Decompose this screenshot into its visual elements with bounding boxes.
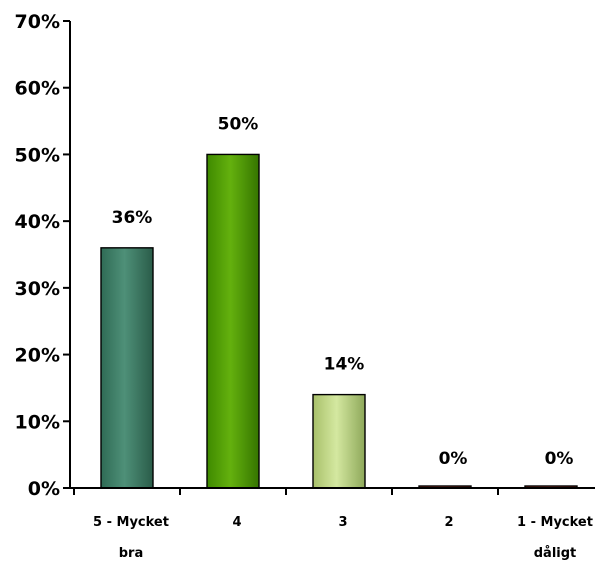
x-tick-label: 5 - Mycket [93, 515, 169, 530]
labels-layer: 36% 50% 14% 0% 0% 0% 10% 20% 30% 40% 50% 60% 70% 5 - … [15, 11, 593, 561]
y-tick-label: 40% [15, 211, 60, 233]
x-tick-label: 4 [232, 515, 241, 530]
x-tick-label: 3 [338, 515, 347, 530]
bar [206, 153, 260, 489]
y-tick-label: 60% [15, 78, 60, 100]
y-tick-label: 20% [15, 345, 60, 367]
data-label: 0% [545, 449, 574, 469]
y-tick-label: 70% [15, 11, 60, 33]
x-tick-label: 1 - Mycket [517, 515, 593, 530]
y-tick-label: 30% [15, 278, 60, 300]
y-tick-label: 0% [28, 478, 60, 500]
data-label: 36% [112, 208, 153, 228]
y-tick-label: 50% [15, 144, 60, 166]
x-tick-label: dåligt [534, 546, 577, 561]
bar [100, 247, 154, 489]
x-tick-label: 2 [444, 515, 453, 530]
axes-layer [63, 20, 595, 495]
x-tick-label: bra [119, 546, 144, 561]
bar [312, 393, 366, 489]
data-label: 50% [218, 114, 259, 134]
bars-layer [100, 153, 578, 489]
data-label: 14% [324, 355, 365, 375]
y-tick-label: 10% [15, 411, 60, 433]
data-label: 0% [439, 449, 468, 469]
